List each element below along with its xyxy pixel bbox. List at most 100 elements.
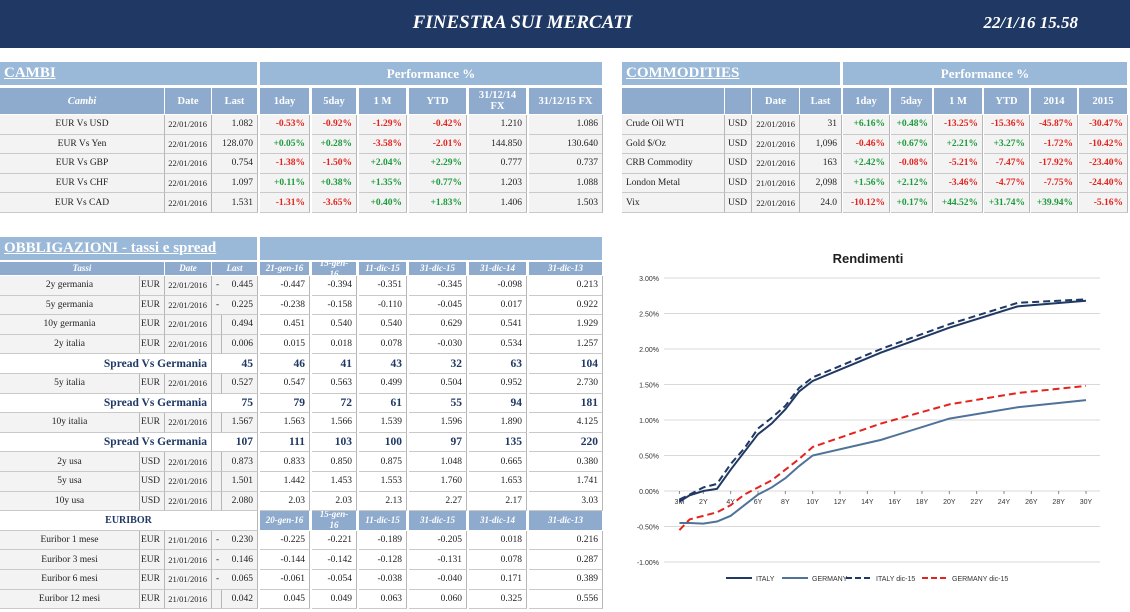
column-header: 15-gen-16 bbox=[312, 511, 357, 531]
table-cell bbox=[212, 491, 222, 512]
table-cell: 0.018 bbox=[469, 530, 527, 551]
column-header: 31-dic-14 bbox=[469, 262, 527, 276]
table-cell: USD bbox=[140, 452, 165, 472]
table-cell: -45.87% bbox=[1031, 115, 1078, 135]
spread-value: 72 bbox=[312, 393, 357, 414]
section-bar bbox=[260, 237, 603, 261]
table-cell: 10y italia bbox=[0, 413, 140, 433]
table-cell: 2y usa bbox=[0, 452, 140, 472]
table-cell: - bbox=[212, 276, 222, 296]
table-cell: 0.225 bbox=[222, 295, 258, 316]
y-tick-label: 3.00% bbox=[639, 276, 659, 283]
table-cell: 0.042 bbox=[222, 589, 258, 610]
table-cell bbox=[212, 472, 222, 492]
table-cell: USD bbox=[725, 193, 752, 213]
table-cell: 21/01/2016 bbox=[165, 570, 212, 590]
table-cell: 24.0 bbox=[800, 193, 842, 213]
table-cell: 1.653 bbox=[469, 472, 527, 492]
legend-label: ITALY dic-15 bbox=[876, 576, 915, 583]
table-cell: EUR bbox=[140, 530, 165, 551]
spread-value: 220 bbox=[529, 432, 603, 453]
table-cell: -0.054 bbox=[312, 570, 357, 590]
spread-value: 55 bbox=[409, 393, 467, 414]
table-cell: 1.929 bbox=[529, 315, 603, 335]
table-cell: 1.453 bbox=[312, 472, 357, 492]
y-tick-label: 1.00% bbox=[639, 418, 659, 425]
table-cell: 0.540 bbox=[359, 315, 407, 335]
table-cell bbox=[212, 374, 222, 394]
column-header: Tassi bbox=[0, 262, 165, 276]
table-cell: +3.27% bbox=[984, 134, 1030, 155]
spread-label: Spread Vs Germania bbox=[0, 432, 212, 453]
column-header: Date bbox=[165, 262, 212, 276]
table-cell: 1.082 bbox=[212, 115, 258, 135]
x-tick-label: 6Y bbox=[754, 499, 763, 506]
table-cell: 1.741 bbox=[529, 472, 603, 492]
table-cell: -0.46% bbox=[843, 134, 890, 155]
table-cell bbox=[212, 452, 222, 472]
table-cell: +31.74% bbox=[984, 193, 1030, 213]
column-header: YTD bbox=[409, 88, 467, 115]
x-tick-label: 10Y bbox=[806, 499, 819, 506]
y-tick-label: 0.50% bbox=[639, 454, 659, 461]
table-cell: Euribor 6 mesi bbox=[0, 570, 140, 590]
column-header: Last bbox=[800, 88, 842, 115]
table-cell: -3.65% bbox=[312, 193, 357, 213]
table-cell: 22/01/2016 bbox=[165, 491, 212, 512]
table-cell: EUR Vs GBP bbox=[0, 154, 165, 174]
column-header: 21-gen-16 bbox=[260, 262, 310, 276]
table-cell: -0.345 bbox=[409, 276, 467, 296]
table-cell: -0.42% bbox=[409, 115, 467, 135]
table-cell: 2.13 bbox=[359, 491, 407, 512]
column-header: 31/12/14 FX bbox=[469, 88, 527, 115]
spread-value: 111 bbox=[260, 432, 310, 453]
column-header: 31-dic-13 bbox=[529, 262, 603, 276]
table-cell: +39.94% bbox=[1031, 193, 1078, 213]
table-cell: +0.38% bbox=[312, 173, 357, 194]
table-cell: 1.257 bbox=[529, 334, 603, 355]
table-cell: 22/01/2016 bbox=[165, 472, 212, 492]
spread-value: 45 bbox=[212, 354, 258, 374]
table-cell: 128.070 bbox=[212, 134, 258, 155]
table-cell: 5y usa bbox=[0, 472, 140, 492]
table-cell: 0.850 bbox=[312, 452, 357, 472]
table-cell: 0.287 bbox=[529, 550, 603, 570]
x-tick-label: 20Y bbox=[943, 499, 956, 506]
table-cell: -13.25% bbox=[934, 115, 983, 135]
section-subtitle: Performance % bbox=[260, 62, 603, 86]
table-cell: 0.015 bbox=[260, 334, 310, 355]
table-cell: 1.097 bbox=[212, 173, 258, 194]
x-tick-label: 16Y bbox=[888, 499, 901, 506]
table-cell bbox=[212, 315, 222, 335]
table-cell: 0.873 bbox=[222, 452, 258, 472]
table-cell: 0.737 bbox=[529, 154, 603, 174]
column-header: 11-dic-15 bbox=[359, 511, 407, 531]
table-cell: -1.72% bbox=[1031, 134, 1078, 155]
column-header: 31/12/15 FX bbox=[529, 88, 603, 115]
table-cell: - bbox=[212, 550, 222, 570]
column-header: 20-gen-16 bbox=[260, 511, 310, 531]
section-title: OBBLIGAZIONI - tassi e spread bbox=[0, 237, 258, 261]
table-cell: -5.21% bbox=[934, 154, 983, 174]
table-cell: 2,098 bbox=[800, 173, 842, 194]
table-cell: 21/01/2016 bbox=[165, 589, 212, 610]
table-cell: 0.665 bbox=[469, 452, 527, 472]
table-cell: 1.406 bbox=[469, 193, 527, 213]
table-cell: -15.36% bbox=[984, 115, 1030, 135]
table-cell bbox=[212, 413, 222, 433]
spread-value: 63 bbox=[469, 354, 527, 374]
table-cell: 1.566 bbox=[312, 413, 357, 433]
y-tick-label: -0.50% bbox=[637, 525, 659, 532]
table-cell: 21/01/2016 bbox=[165, 550, 212, 570]
table-cell: +0.40% bbox=[359, 193, 407, 213]
table-cell: -23.40% bbox=[1079, 154, 1128, 174]
table-cell: +0.11% bbox=[260, 173, 310, 194]
x-tick-label: 24Y bbox=[998, 499, 1011, 506]
table-cell: 1.890 bbox=[469, 413, 527, 433]
table-cell: - bbox=[212, 530, 222, 551]
table-cell: -7.75% bbox=[1031, 173, 1078, 194]
spread-value: 75 bbox=[212, 393, 258, 414]
table-cell: 0.045 bbox=[260, 589, 310, 610]
table-cell: -1.29% bbox=[359, 115, 407, 135]
table-cell: 0.063 bbox=[359, 589, 407, 610]
